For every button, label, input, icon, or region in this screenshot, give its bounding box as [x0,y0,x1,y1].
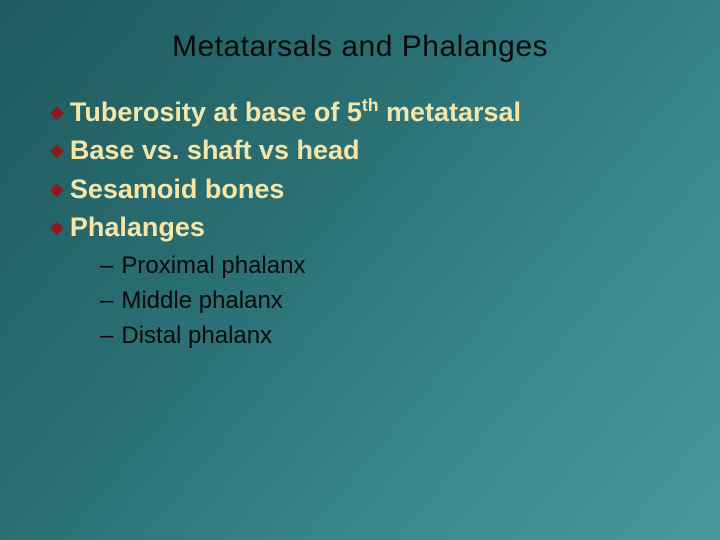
bullet-item: ◆ Sesamoid bones [50,171,680,207]
diamond-icon: ◆ [50,177,64,201]
bullet-text: Sesamoid bones [70,171,285,207]
bullet-text: Tuberosity at base of 5th metatarsal [70,94,521,130]
bullet-pre: Sesamoid bones [70,174,285,204]
sub-text: Distal phalanx [121,320,272,351]
bullet-pre: Phalanges [70,212,205,242]
bullet-post: metatarsal [378,97,521,127]
bullet-pre: Base vs. shaft vs head [70,135,360,165]
bullet-item: ◆ Phalanges [50,209,680,245]
bullet-item: ◆ Tuberosity at base of 5th metatarsal [50,94,680,130]
bullet-sup: th [362,95,379,115]
diamond-icon: ◆ [50,100,64,124]
sub-item: – Distal phalanx [50,320,680,351]
sub-item: – Proximal phalanx [50,250,680,281]
diamond-icon: ◆ [50,138,64,162]
bullet-pre: Tuberosity at base of 5 [70,97,362,127]
diamond-icon: ◆ [50,215,64,239]
sub-item: – Middle phalanx [50,285,680,316]
dash-icon: – [100,320,113,351]
content-area: ◆ Tuberosity at base of 5th metatarsal ◆… [0,64,720,351]
slide-title: Metatarsals and Phalanges [0,0,720,64]
dash-icon: – [100,285,113,316]
bullet-item: ◆ Base vs. shaft vs head [50,132,680,168]
sub-text: Middle phalanx [121,285,282,316]
sub-text: Proximal phalanx [121,250,305,281]
bullet-text: Phalanges [70,209,205,245]
bullet-text: Base vs. shaft vs head [70,132,360,168]
dash-icon: – [100,250,113,281]
